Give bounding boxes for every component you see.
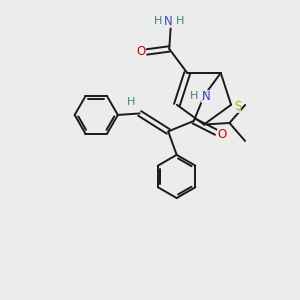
Text: N: N — [164, 14, 173, 28]
Text: H: H — [154, 16, 162, 26]
Text: S: S — [234, 100, 242, 113]
Text: H: H — [190, 91, 199, 101]
Text: O: O — [217, 128, 226, 141]
Text: H: H — [127, 97, 136, 107]
Text: O: O — [137, 45, 146, 58]
Text: H: H — [176, 16, 184, 26]
Text: N: N — [201, 90, 210, 104]
